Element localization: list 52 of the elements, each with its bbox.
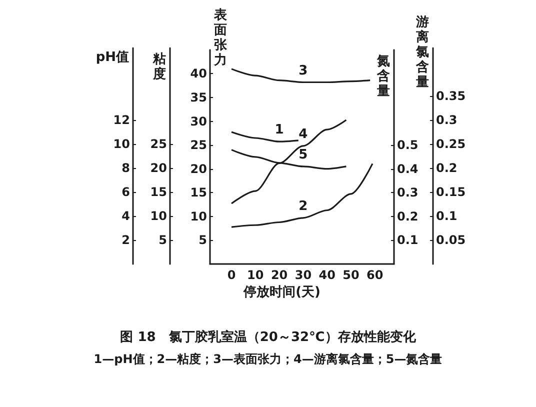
series-label: 3 [298,63,308,78]
y2-tick-label: 0.4 [397,162,418,176]
y-tick-label: 20 [150,161,167,175]
y2-axis-title: 氮含量 [376,54,390,99]
y2-tick-label: 0.35 [436,89,466,103]
y2-tick-label: 0.2 [397,209,418,224]
y2-tick-label: 0.05 [436,233,466,247]
line-series [230,162,374,228]
y-tick-label: 20 [190,162,207,176]
y-tick-label: 10 [190,209,207,224]
x-axis-title: 停放时间(天) [242,284,320,300]
y3-tick-label: 2 [122,233,130,247]
x-tick-label: 40 [318,268,336,282]
x-tick-label: 60 [366,268,384,282]
y3-tick-label: 8 [122,161,130,175]
y3-tick-label: 12 [113,113,130,127]
y-tick-label: 35 [190,90,207,104]
text: 1—pH值；2—粘度；3—表面张力；4—游离氯含量；5—氮含量 [94,352,442,366]
y3-axis-title: pH值 [96,50,129,65]
y2-axis-title: 游离氯含量 [415,15,429,90]
y-tick-label: 30 [190,114,207,128]
y2-tick-label: 0.25 [436,137,466,151]
y2-tick-label: 0.3 [397,186,418,200]
y2-tick-label: 0.1 [397,233,418,248]
y-tick-label: 10 [150,209,167,223]
x-tick-label: 20 [270,268,288,282]
y-tick-label: 40 [190,66,207,81]
series-label: 2 [298,198,308,214]
series-label: 5 [298,147,308,162]
y-tick-label: 25 [190,138,207,152]
y-tick-label: 15 [190,186,207,200]
y2-tick-label: 0.2 [436,161,458,175]
y-tick-label: 5 [198,233,207,248]
y3-tick-label: 10 [113,137,130,151]
y-tick-label: 5 [158,233,167,247]
y2-tick-label: 0.15 [436,185,466,199]
x-tick-label: 50 [342,268,360,282]
y-tick-label: 15 [150,185,167,199]
y-tick-label: 25 [150,137,167,151]
y3-tick-label: 4 [122,209,130,223]
y3-tick-label: 6 [122,185,130,199]
series-label: 1 [274,122,284,138]
y-axis-title: 粘度 [152,52,166,82]
x-tick-label: 0 [227,268,236,282]
y-axis-title: 表面张力 [213,8,228,68]
x-tick-label: 10 [247,268,264,282]
text: 图 18 氯丁胶乳室温（20～32℃）存放性能变化 [120,329,417,345]
y2-tick-label: 0.5 [397,138,418,152]
x-tick-label: 30 [294,268,312,282]
y2-tick-label: 0.3 [436,113,458,127]
y2-tick-label: 0.1 [436,209,458,223]
series-label: 4 [298,126,308,142]
